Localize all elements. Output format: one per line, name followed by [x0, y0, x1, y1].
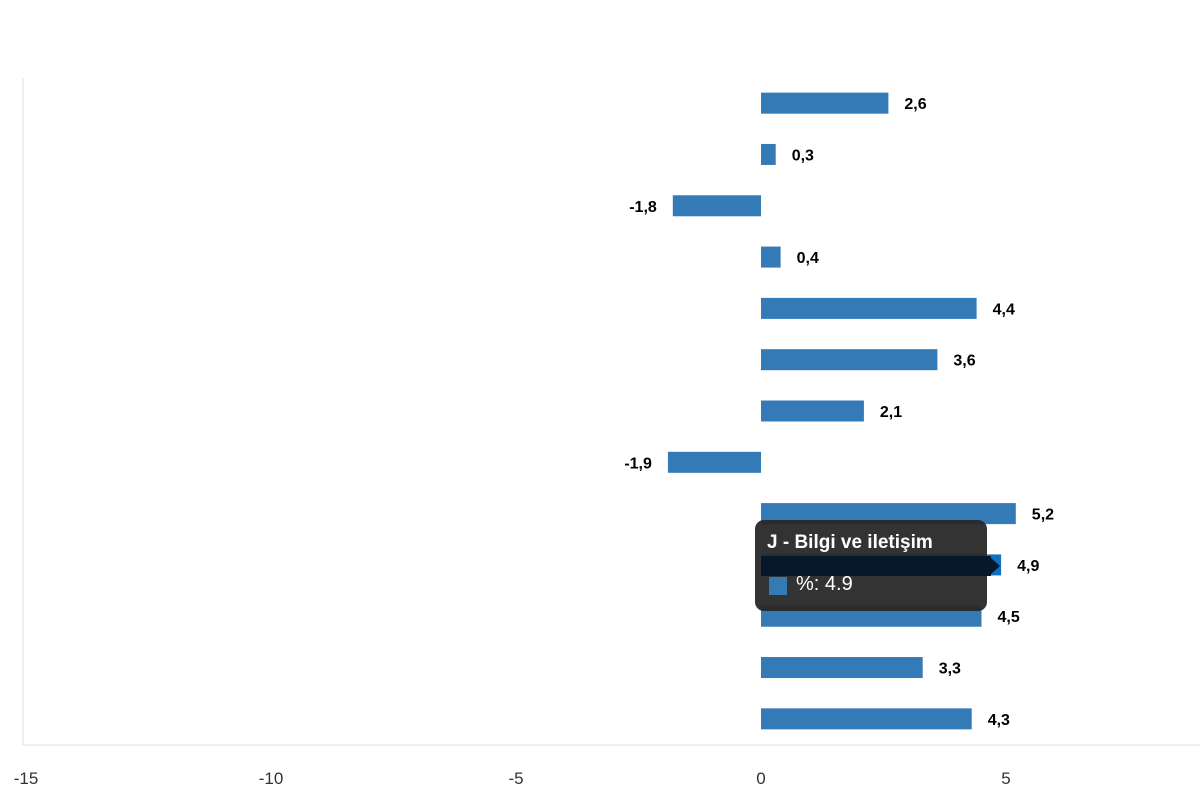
data-label: 5,2: [1032, 507, 1054, 524]
data-label: 0,4: [797, 250, 819, 267]
tooltip-value: %: 4.9: [796, 573, 853, 595]
bar[interactable]: [761, 349, 938, 371]
bar[interactable]: [761, 503, 1016, 525]
x-tick-label: -10: [259, 769, 284, 788]
bar[interactable]: [761, 246, 781, 268]
bar[interactable]: [761, 297, 977, 319]
tooltip-series-swatch: [769, 577, 787, 595]
data-label: 3,6: [953, 353, 975, 370]
tooltip-arrow: [991, 558, 1000, 574]
bar[interactable]: [667, 451, 761, 473]
tooltip-title: J - Bilgi ve iletişim: [767, 532, 933, 553]
bar[interactable]: [761, 708, 972, 730]
bar[interactable]: [761, 657, 923, 679]
data-label: 4,9: [1017, 558, 1039, 575]
x-tick-label: 5: [1001, 769, 1010, 788]
data-label: -1,8: [629, 199, 657, 216]
bar[interactable]: [672, 195, 761, 217]
data-label: -1,9: [624, 455, 652, 472]
tooltip-highlight-band: [761, 556, 991, 576]
data-label: 2,6: [904, 96, 926, 113]
data-label: 4,4: [993, 301, 1015, 318]
bar[interactable]: [761, 92, 889, 114]
x-tick-label: -15: [14, 769, 39, 788]
x-tick-label: -5: [508, 769, 523, 788]
data-label: 0,3: [792, 147, 814, 164]
data-label: 2,1: [880, 404, 902, 421]
data-label: 4,3: [988, 712, 1010, 729]
data-label: 3,3: [939, 661, 961, 678]
x-tick-label: 0: [756, 769, 765, 788]
tooltip: J - Bilgi ve iletişim %: 4.9: [755, 520, 1000, 611]
bar[interactable]: [761, 143, 776, 165]
data-label: 4,5: [998, 609, 1020, 626]
bar[interactable]: [761, 400, 864, 422]
